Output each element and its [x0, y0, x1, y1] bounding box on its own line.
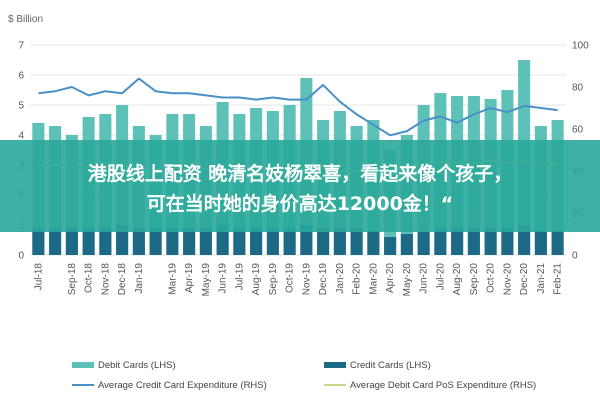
bar-credit-cards — [434, 228, 447, 255]
legend: Debit Cards (LHS) Credit Cards (LHS) Ave… — [72, 360, 536, 391]
overlay-line-1: 港股线上配资 晚清名妓杨翠喜，看起来像个孩子， — [88, 162, 513, 185]
bar-credit-cards — [32, 228, 45, 255]
x-axis-tick-label: Jul-20 — [435, 263, 446, 291]
left-axis-tick-label: 5 — [18, 101, 24, 112]
x-axis-tick-label: Apr-20 — [385, 263, 396, 293]
bar-credit-cards — [99, 228, 112, 255]
bar-credit-cards — [518, 225, 531, 255]
x-axis-tick-label: Jul-19 — [234, 263, 245, 291]
x-axis-tick-label: Sep-19 — [268, 263, 279, 296]
x-axis-tick-label: Aug-20 — [452, 263, 463, 296]
bar-credit-cards — [333, 228, 346, 255]
x-axis-tick-label: Sep-20 — [469, 263, 480, 296]
bar-credit-cards — [317, 228, 330, 255]
x-axis-tick-label: Dec-20 — [519, 263, 530, 296]
left-axis-tick-label: 4 — [18, 131, 24, 142]
x-axis-tick-label: Mar-19 — [167, 263, 178, 295]
legend-swatch-credit-cards — [324, 362, 346, 368]
x-axis-tick-label: Oct-20 — [486, 263, 497, 293]
left-axis-tick-label: 6 — [18, 71, 24, 82]
x-axis-tick-label: Apr-19 — [184, 263, 195, 293]
left-axis-unit: $ Billion — [8, 14, 43, 25]
bar-credit-cards — [49, 228, 62, 255]
legend-label-avg-debit-pos: Average Debit Card PoS Expenditure (RHS) — [350, 380, 536, 391]
bar-credit-cards — [467, 228, 480, 255]
bar-credit-cards — [132, 228, 145, 255]
x-axis-tick-label: Jul-18 — [33, 263, 44, 291]
bar-credit-cards — [484, 228, 497, 255]
x-axis-tick-label: Nov-20 — [502, 263, 513, 296]
bar-credit-cards — [216, 225, 229, 255]
left-axis-tick-label: 0 — [18, 251, 24, 262]
bar-credit-cards — [551, 231, 564, 255]
x-axis-tick-label: Jan-20 — [335, 263, 346, 294]
bar-credit-cards — [149, 228, 162, 255]
x-axis-tick-label: Jan-21 — [536, 263, 547, 294]
x-axis-tick-label: Dec-18 — [117, 263, 128, 296]
x-axis-tick-label: Feb-21 — [553, 263, 564, 295]
bar-credit-cards — [417, 231, 430, 255]
x-axis-tick-label: Feb-20 — [352, 263, 363, 295]
bar-credit-cards — [65, 228, 78, 255]
overlay-banner-bg — [0, 140, 600, 232]
x-axis-tick-label: Jun-19 — [218, 263, 229, 294]
x-axis-tick-label: Jun-20 — [419, 263, 430, 294]
overlay-banner: 港股线上配资 晚清名妓杨翠喜，看起来像个孩子， 可在当时她的身价高达12000金… — [0, 140, 600, 232]
bar-credit-cards — [250, 228, 263, 255]
bar-credit-cards — [534, 231, 547, 255]
bar-credit-cards — [400, 234, 413, 255]
right-axis-tick-label: 60 — [572, 125, 584, 136]
legend-swatch-debit-cards — [72, 362, 94, 368]
bar-credit-cards — [116, 225, 129, 255]
overlay-line-2: 可在当时她的身价高达12000金！“ — [147, 192, 454, 215]
legend-label-credit-cards: Credit Cards (LHS) — [350, 360, 431, 371]
x-axis-tick-label: Sep-18 — [67, 263, 78, 296]
bar-credit-cards — [451, 228, 464, 255]
x-axis-tick-label: Nov-19 — [301, 263, 312, 296]
bar-credit-cards — [384, 237, 397, 255]
legend-label-debit-cards: Debit Cards (LHS) — [98, 360, 176, 371]
x-axis-tick-label: Jan-19 — [134, 263, 145, 294]
x-axis-tick-label: Nov-18 — [100, 263, 111, 296]
bar-credit-cards — [350, 228, 363, 255]
x-axis-tick-label: May-19 — [201, 263, 212, 297]
bar-credit-cards — [82, 228, 95, 255]
x-axis-tick-label: Oct-18 — [84, 263, 95, 293]
x-axis-tick-label: Mar-20 — [368, 263, 379, 295]
x-axis-tick-label: Oct-19 — [285, 263, 296, 293]
x-axis-tick-label: Aug-19 — [251, 263, 262, 296]
left-axis-tick-label: 7 — [18, 41, 24, 52]
bar-credit-cards — [199, 228, 212, 255]
bar-credit-cards — [367, 231, 380, 255]
bar-credit-cards — [266, 228, 279, 255]
x-axis-tick-label: May-20 — [402, 263, 413, 297]
bar-credit-cards — [166, 228, 179, 255]
x-axis-tick-label: Dec-19 — [318, 263, 329, 296]
bar-credit-cards — [283, 228, 296, 255]
right-axis-tick-label: 80 — [572, 83, 584, 94]
legend-label-avg-credit: Average Credit Card Expenditure (RHS) — [98, 380, 267, 391]
bar-credit-cards — [183, 228, 196, 255]
bar-credit-cards — [501, 228, 514, 255]
line-average-credit-card-expenditure-rhs — [38, 77, 558, 137]
bar-credit-cards — [233, 228, 246, 255]
right-axis-tick-label: 0 — [572, 251, 578, 262]
bar-credit-cards — [300, 225, 313, 255]
right-axis-tick-label: 100 — [572, 41, 589, 52]
